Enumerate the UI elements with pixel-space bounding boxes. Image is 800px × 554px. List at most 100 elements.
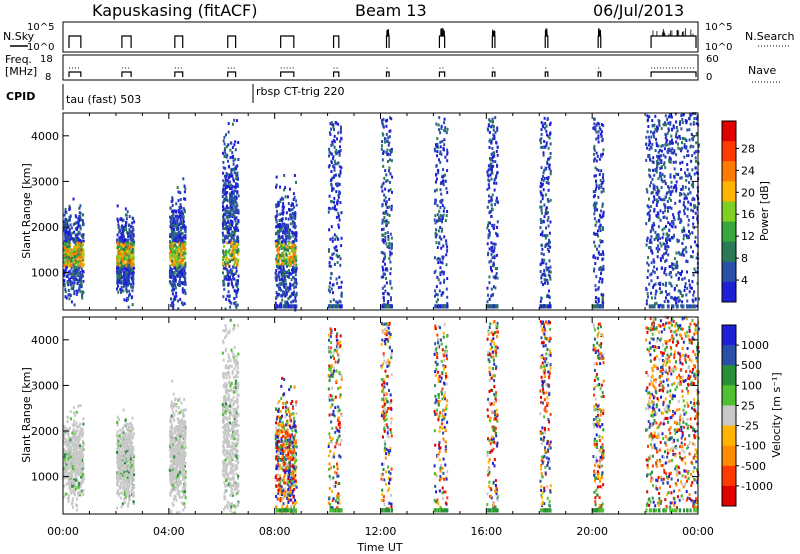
range-gate-cell bbox=[546, 162, 549, 165]
range-gate-cell bbox=[678, 199, 681, 203]
range-gate-cell bbox=[129, 262, 132, 266]
range-gate-cell bbox=[124, 272, 127, 276]
range-gate-cell bbox=[441, 204, 444, 207]
range-gate-cell bbox=[386, 179, 389, 182]
range-gate-cell bbox=[674, 264, 677, 268]
range-gate-cell bbox=[694, 297, 697, 301]
range-gate-cell bbox=[233, 277, 236, 281]
range-gate-cell bbox=[489, 138, 492, 142]
range-gate-cell bbox=[125, 221, 127, 225]
range-gate-cell bbox=[436, 204, 439, 208]
range-gate-cell bbox=[435, 122, 438, 126]
nsky-trace bbox=[121, 35, 132, 48]
range-gate-cell bbox=[549, 304, 552, 309]
range-gate-cell bbox=[80, 278, 83, 282]
range-gate-cell bbox=[656, 189, 659, 193]
range-gate-cell bbox=[681, 270, 683, 274]
range-gate-cell bbox=[77, 223, 80, 227]
range-gate-cell bbox=[684, 282, 687, 286]
range-gate-cell bbox=[181, 231, 184, 235]
range-gate-cell bbox=[659, 237, 662, 240]
range-gate-cell bbox=[231, 251, 233, 255]
range-gate-cell bbox=[232, 203, 235, 207]
range-gate-cell bbox=[386, 139, 389, 143]
range-gate-cell bbox=[131, 233, 134, 237]
range-gate-cell bbox=[286, 224, 289, 228]
range-gate-cell bbox=[687, 218, 690, 222]
range-gate-cell bbox=[668, 196, 671, 200]
range-gate-cell bbox=[120, 276, 123, 280]
range-gate-cell bbox=[121, 253, 124, 256]
range-gate-cell bbox=[336, 182, 339, 186]
range-gate-cell bbox=[487, 128, 490, 132]
range-gate-cell bbox=[127, 224, 130, 227]
range-gate-cell bbox=[117, 290, 120, 294]
range-gate-cell bbox=[540, 211, 543, 215]
range-gate-cell bbox=[232, 256, 235, 260]
range-gate-cell bbox=[681, 229, 684, 232]
range-gate-cell bbox=[172, 212, 175, 216]
range-gate-cell bbox=[382, 272, 385, 276]
range-gate-cell bbox=[435, 285, 438, 289]
range-gate-cell bbox=[72, 260, 75, 263]
range-gate-cell bbox=[173, 209, 176, 213]
range-gate-cell bbox=[179, 217, 182, 221]
range-gate-cell bbox=[340, 211, 343, 215]
range-gate-cell bbox=[173, 260, 176, 264]
range-gate-cell bbox=[64, 252, 67, 256]
range-gate-cell bbox=[183, 274, 186, 278]
range-gate-cell bbox=[225, 255, 228, 258]
range-gate-cell bbox=[225, 211, 228, 215]
range-gate-cell bbox=[132, 234, 135, 238]
range-gate-cell bbox=[668, 158, 671, 162]
range-gate-cell bbox=[77, 493, 80, 497]
range-gate-cell bbox=[668, 147, 671, 151]
cpid-segment-2: rbsp CT-trig 220 bbox=[256, 85, 344, 98]
range-gate-cell bbox=[332, 291, 334, 295]
range-gate-cell bbox=[284, 195, 287, 199]
range-gate-cell bbox=[600, 293, 603, 297]
range-gate-cell bbox=[660, 161, 663, 164]
range-gate-cell bbox=[665, 251, 667, 255]
range-gate-cell bbox=[174, 239, 177, 243]
range-gate-cell bbox=[657, 234, 660, 238]
range-gate-cell bbox=[494, 267, 497, 270]
freq-trace bbox=[597, 71, 602, 77]
range-gate-cell bbox=[658, 247, 661, 251]
range-gate-cell bbox=[283, 285, 286, 289]
range-gate-cell bbox=[339, 128, 342, 132]
range-gate-cell bbox=[330, 225, 333, 229]
range-gate-cell bbox=[295, 231, 298, 235]
range-gate-cell bbox=[337, 193, 340, 197]
range-gate-cell bbox=[174, 256, 177, 260]
range-gate-cell bbox=[383, 199, 386, 203]
range-gate-cell bbox=[235, 223, 237, 227]
range-gate-cell bbox=[80, 254, 82, 258]
range-gate-cell bbox=[171, 259, 174, 263]
range-gate-cell bbox=[179, 260, 182, 264]
range-gate-cell bbox=[542, 261, 545, 265]
range-gate-cell bbox=[328, 131, 331, 135]
range-gate-cell bbox=[229, 238, 232, 242]
range-gate-cell bbox=[230, 170, 233, 174]
range-gate-cell bbox=[441, 198, 444, 202]
range-gate-cell bbox=[285, 292, 288, 296]
range-gate-cell bbox=[74, 251, 77, 255]
range-gate-cell bbox=[280, 294, 283, 298]
range-gate-cell bbox=[389, 148, 392, 152]
range-gate-cell bbox=[64, 217, 67, 221]
range-gate-cell bbox=[549, 220, 552, 224]
range-gate-cell bbox=[118, 230, 121, 234]
range-gate-cell bbox=[171, 271, 174, 274]
range-gate-cell bbox=[231, 206, 234, 210]
range-gate-cell bbox=[275, 185, 277, 189]
range-gate-cell bbox=[224, 212, 227, 216]
range-gate-cell bbox=[654, 230, 657, 234]
range-gate-cell bbox=[285, 229, 288, 233]
range-gate-cell bbox=[434, 304, 437, 309]
range-gate-cell bbox=[66, 248, 68, 252]
range-gate-cell bbox=[338, 174, 341, 178]
range-gate-cell bbox=[328, 261, 331, 265]
range-gate-cell bbox=[437, 229, 440, 233]
range-gate-cell bbox=[69, 271, 71, 275]
